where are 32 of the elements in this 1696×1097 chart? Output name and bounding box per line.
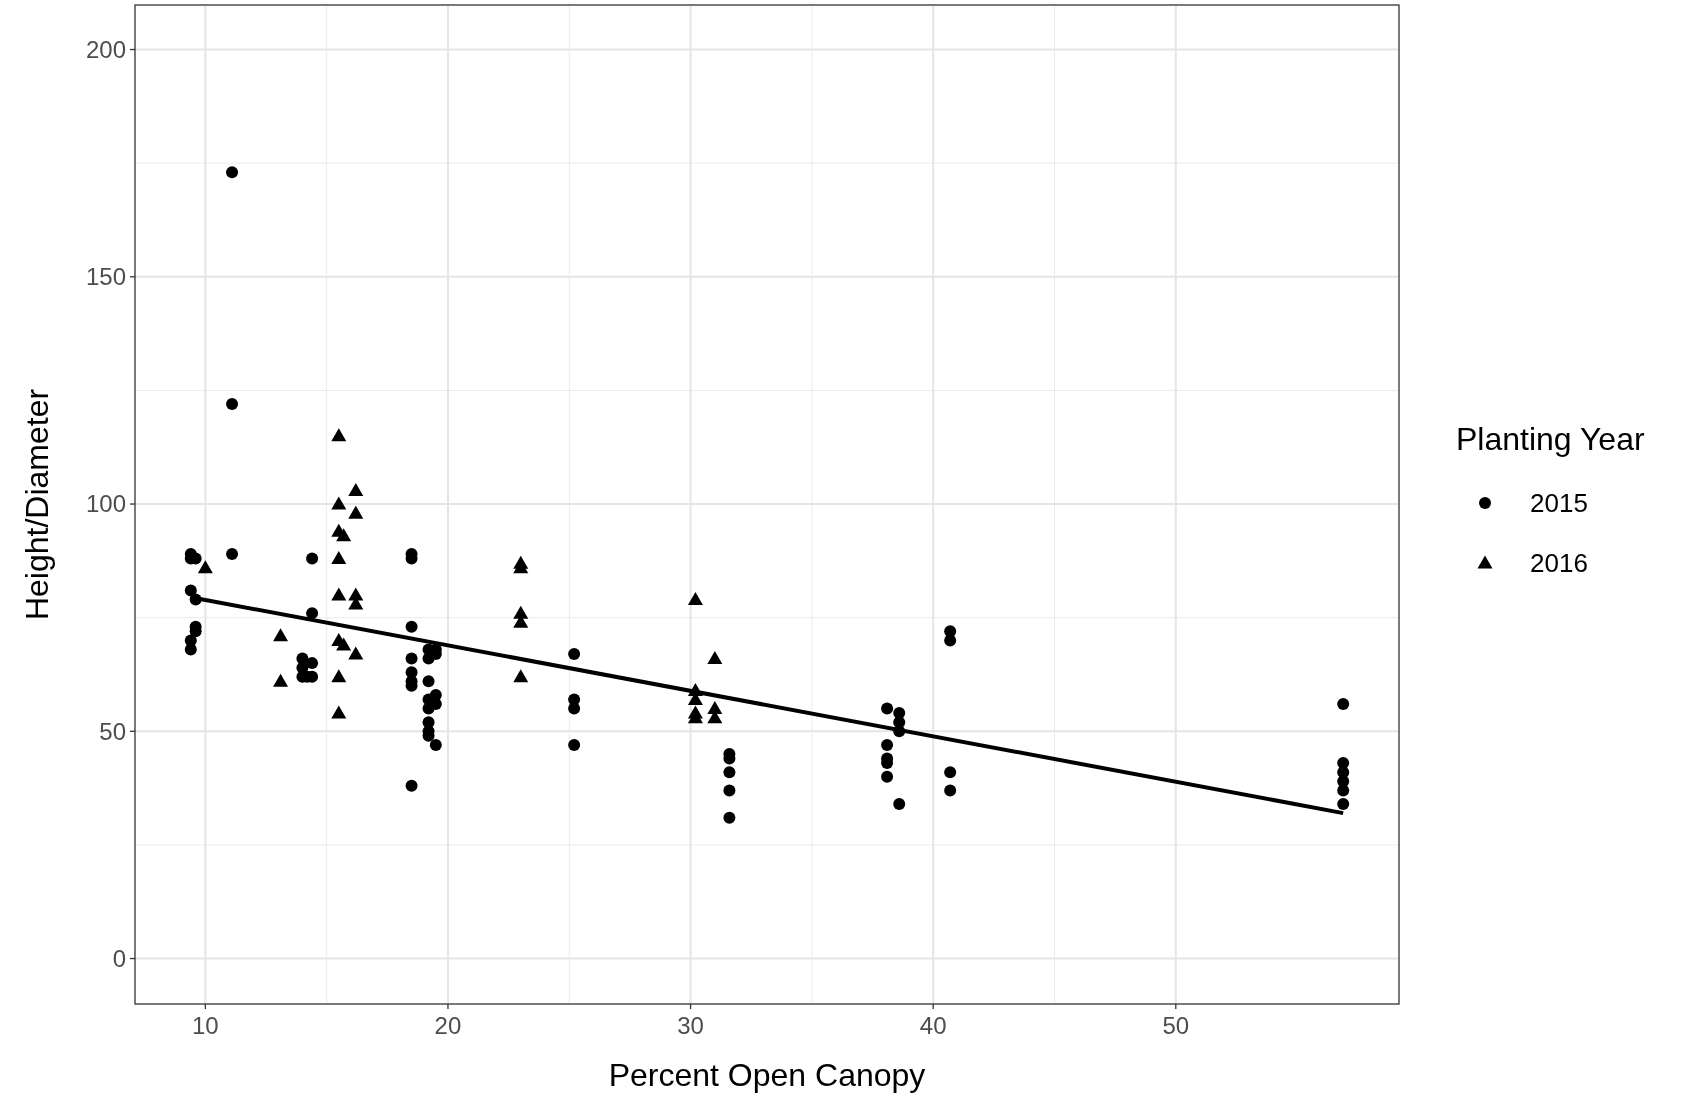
y-tick-label: 0 <box>112 944 126 972</box>
point <box>348 505 364 519</box>
x-tick-label: 40 <box>919 1012 947 1039</box>
point <box>336 528 352 542</box>
point <box>707 651 723 665</box>
x-tick-label: 50 <box>1162 1012 1190 1039</box>
y-tick-label: 50 <box>99 717 126 745</box>
x-axis-title: Percent Open Canopy <box>608 1057 926 1093</box>
point <box>687 591 703 605</box>
point <box>273 673 289 687</box>
point <box>273 628 289 642</box>
point <box>348 482 364 496</box>
point <box>331 587 347 601</box>
y-tick-label: 100 <box>85 490 126 518</box>
x-tick-label: 20 <box>434 1012 462 1039</box>
point <box>336 637 352 651</box>
point <box>197 560 213 574</box>
point <box>331 496 347 510</box>
legend-title: Planting Year <box>1456 421 1645 457</box>
point <box>513 669 529 683</box>
point <box>348 646 364 660</box>
point <box>331 428 347 442</box>
y-tick-label: 200 <box>85 35 126 63</box>
legend-label: 2016 <box>1530 548 1588 579</box>
point <box>331 705 347 719</box>
y-axis-title: Height/Diameter <box>19 388 55 621</box>
point <box>331 551 347 565</box>
legend-label: 2015 <box>1530 488 1588 519</box>
point <box>331 669 347 683</box>
x-tick-label: 10 <box>192 1012 219 1039</box>
y-tick-label: 150 <box>85 263 126 291</box>
x-tick-label: 30 <box>677 1012 704 1039</box>
